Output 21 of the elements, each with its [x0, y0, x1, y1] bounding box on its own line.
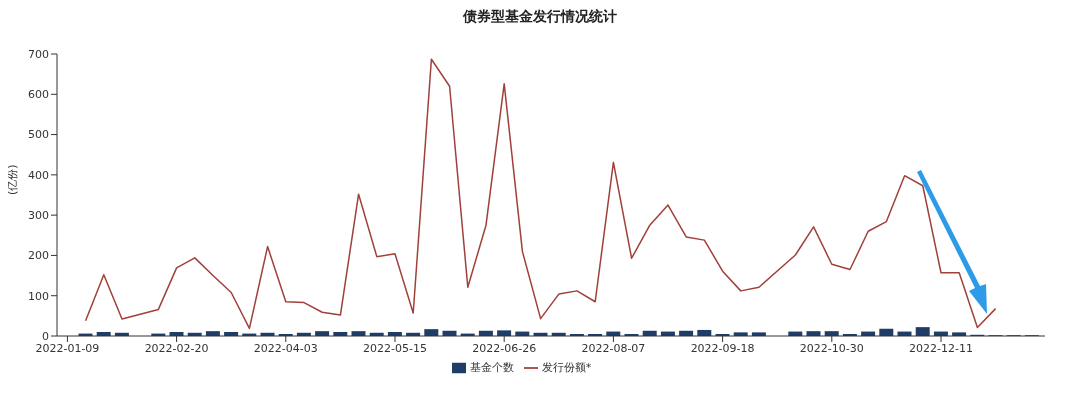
y-tick-label: 700	[28, 47, 49, 61]
x-tick-label: 2022-10-30	[799, 341, 864, 355]
y-tick-label: 300	[28, 209, 49, 223]
chart-title: 债券型基金发行情况统计	[462, 8, 618, 26]
y-axis-title: (亿份)	[5, 164, 19, 195]
x-tick-label: 2022-06-26	[472, 341, 537, 355]
x-tick-label: 2022-02-20	[144, 341, 209, 355]
y-tick-label: 100	[28, 289, 49, 303]
y-tick-label: 400	[28, 168, 49, 182]
y-tick-label: 200	[28, 249, 49, 263]
legend-label: 基金个数	[469, 361, 514, 374]
y-tick-label: 500	[28, 128, 49, 142]
x-tick-label: 2022-04-03	[253, 341, 318, 355]
x-tick-label: 2022-09-18	[690, 341, 755, 355]
legend-label: 发行份额*	[541, 361, 592, 374]
x-tick-label: 2022-08-07	[581, 341, 646, 355]
y-tick-label: 600	[28, 88, 49, 102]
x-tick-label: 2022-12-11	[909, 341, 973, 355]
x-tick-label: 2022-05-15	[363, 341, 427, 355]
y-tick-label: 0	[42, 329, 49, 343]
x-tick-label: 2022-01-09	[35, 341, 100, 355]
